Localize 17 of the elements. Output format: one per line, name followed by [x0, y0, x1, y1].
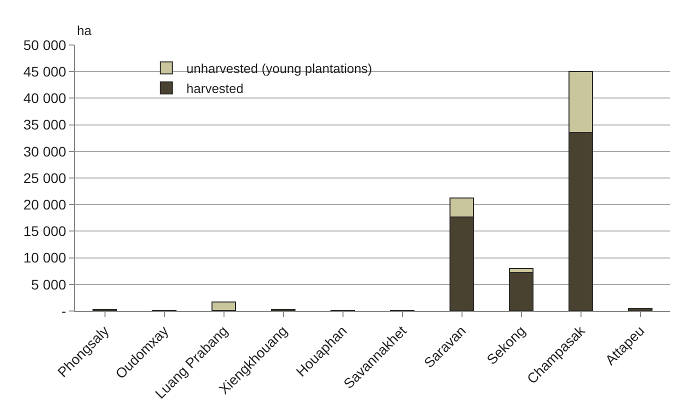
bar — [211, 301, 236, 311]
y-tick-label: 5 000 — [31, 276, 66, 292]
legend-label: unharvested (young plantations) — [186, 61, 372, 76]
y-tick-label: 45 000 — [23, 64, 66, 80]
y-tick-label: 25 000 — [23, 170, 66, 186]
y-tick-label: 10 000 — [23, 250, 66, 266]
y-tick-label: 30 000 — [23, 143, 66, 160]
y-axis-title: ha — [77, 23, 92, 38]
y-tick-label: 15 000 — [23, 223, 66, 240]
y-tick-label: 20 000 — [23, 196, 66, 212]
y-tick-label: 40 000 — [23, 90, 66, 106]
bar — [508, 272, 534, 311]
bar — [628, 308, 653, 311]
y-tick-label: - — [62, 302, 67, 319]
y-tick-label: 35 000 — [23, 116, 66, 133]
legend-label: harvested — [186, 80, 244, 96]
y-tick-label: 50 000 — [23, 36, 66, 53]
